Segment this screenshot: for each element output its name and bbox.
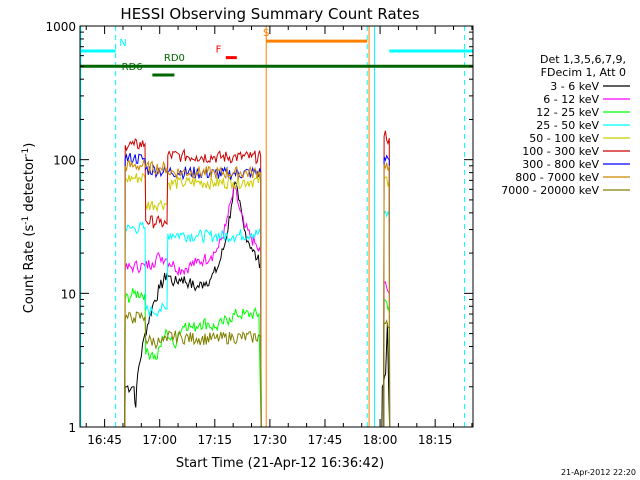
series-line-8: [124, 311, 262, 428]
legend-entry-0: 3 - 6 keV: [550, 80, 599, 93]
y-axis-label-sup2: -1: [21, 148, 31, 157]
x-tick-label-0: 16:45: [87, 433, 122, 447]
legend-entry-5: 100 - 300 keV: [522, 145, 599, 158]
legend-entry-4: 50 - 100 keV: [529, 132, 599, 145]
y-axis-label-main: Count Rate (s: [22, 225, 37, 314]
series-7: [124, 159, 391, 428]
series-line-6: [124, 152, 262, 428]
flag-bar-1: S: [263, 28, 368, 43]
series-line-0-pass2: [381, 322, 391, 428]
legend-entry-6: 300 - 800 keV: [522, 158, 599, 171]
x-axis-label: Start Time (21-Apr-12 16:36:42): [176, 456, 384, 471]
series-line-4: [124, 173, 262, 428]
x-tick-label-5: 18:00: [363, 433, 398, 447]
flag-label-3: RD0: [164, 53, 185, 64]
flag-label-4: RD6: [122, 62, 143, 73]
plot-frame: [79, 25, 474, 428]
flag-label-1: S: [263, 28, 269, 39]
series-line-2: [124, 288, 262, 428]
series-line-6-pass2: [383, 154, 391, 428]
series-0: [124, 181, 391, 428]
legend: Det 1,3,5,6,7,9,FDecim 1, Att 03 - 6 keV…: [501, 53, 630, 197]
series-line-8-pass2: [383, 319, 391, 428]
y-tick-label-0: 1: [68, 421, 76, 435]
series-line-7-pass2: [383, 162, 391, 428]
flag-label-0: N: [119, 38, 126, 49]
series-8: [124, 311, 391, 428]
y-tick-label-3: 1000: [45, 20, 76, 34]
flag-bar-3: RD0: [80, 53, 473, 68]
y-axis-label-mid: detector: [22, 156, 37, 216]
legend-header-0: Det 1,3,5,6,7,9,: [540, 53, 626, 66]
legend-entry-3: 25 - 50 keV: [536, 119, 599, 132]
series-line-0: [124, 181, 262, 428]
x-tick-label-6: 18:15: [418, 433, 453, 447]
y-tick-label-2: 100: [53, 154, 76, 168]
x-tick-label-1: 17:00: [142, 433, 177, 447]
legend-header-1: FDecim 1, Att 0: [541, 66, 626, 79]
x-tick-label-4: 17:45: [308, 433, 343, 447]
series-6: [124, 152, 391, 428]
series-line-5-pass2: [383, 130, 391, 428]
flag-label-2: F: [216, 45, 222, 56]
legend-entry-2: 12 - 25 keV: [536, 106, 599, 119]
series-5: [124, 130, 391, 428]
y-tick-label-1: 10: [61, 287, 76, 301]
legend-entry-7: 800 - 7000 keV: [515, 171, 599, 184]
footer-timestamp: 21-Apr-2012 22:20: [561, 468, 636, 477]
plot-area: N S F RD0 RD6: [80, 26, 473, 428]
series-line-3: [124, 221, 262, 428]
flag-bar-0: N: [80, 38, 473, 53]
x-tick-label-2: 17:15: [197, 433, 232, 447]
series-line-1: [124, 184, 262, 428]
flag-bar-4: RD6: [122, 62, 175, 77]
series-line-5: [124, 138, 262, 428]
y-axis-label-sup1: -1: [21, 216, 31, 225]
y-axis-label-end: ): [22, 143, 37, 148]
legend-entry-1: 6 - 12 keV: [543, 93, 599, 106]
series-line-7: [124, 159, 262, 428]
y-axis-label: Count Rate (s-1 detector-1): [21, 143, 37, 314]
axes: 16:45 17:00 17:15 17:30 17:45 18:00 18:15 1 10 10…: [45, 20, 473, 447]
chart-title: HESSI Observing Summary Count Rates: [120, 5, 419, 23]
x-tick-label-3: 17:30: [253, 433, 288, 447]
legend-entry-8: 7000 - 20000 keV: [501, 184, 599, 197]
flag-bar-2: F: [216, 45, 237, 60]
